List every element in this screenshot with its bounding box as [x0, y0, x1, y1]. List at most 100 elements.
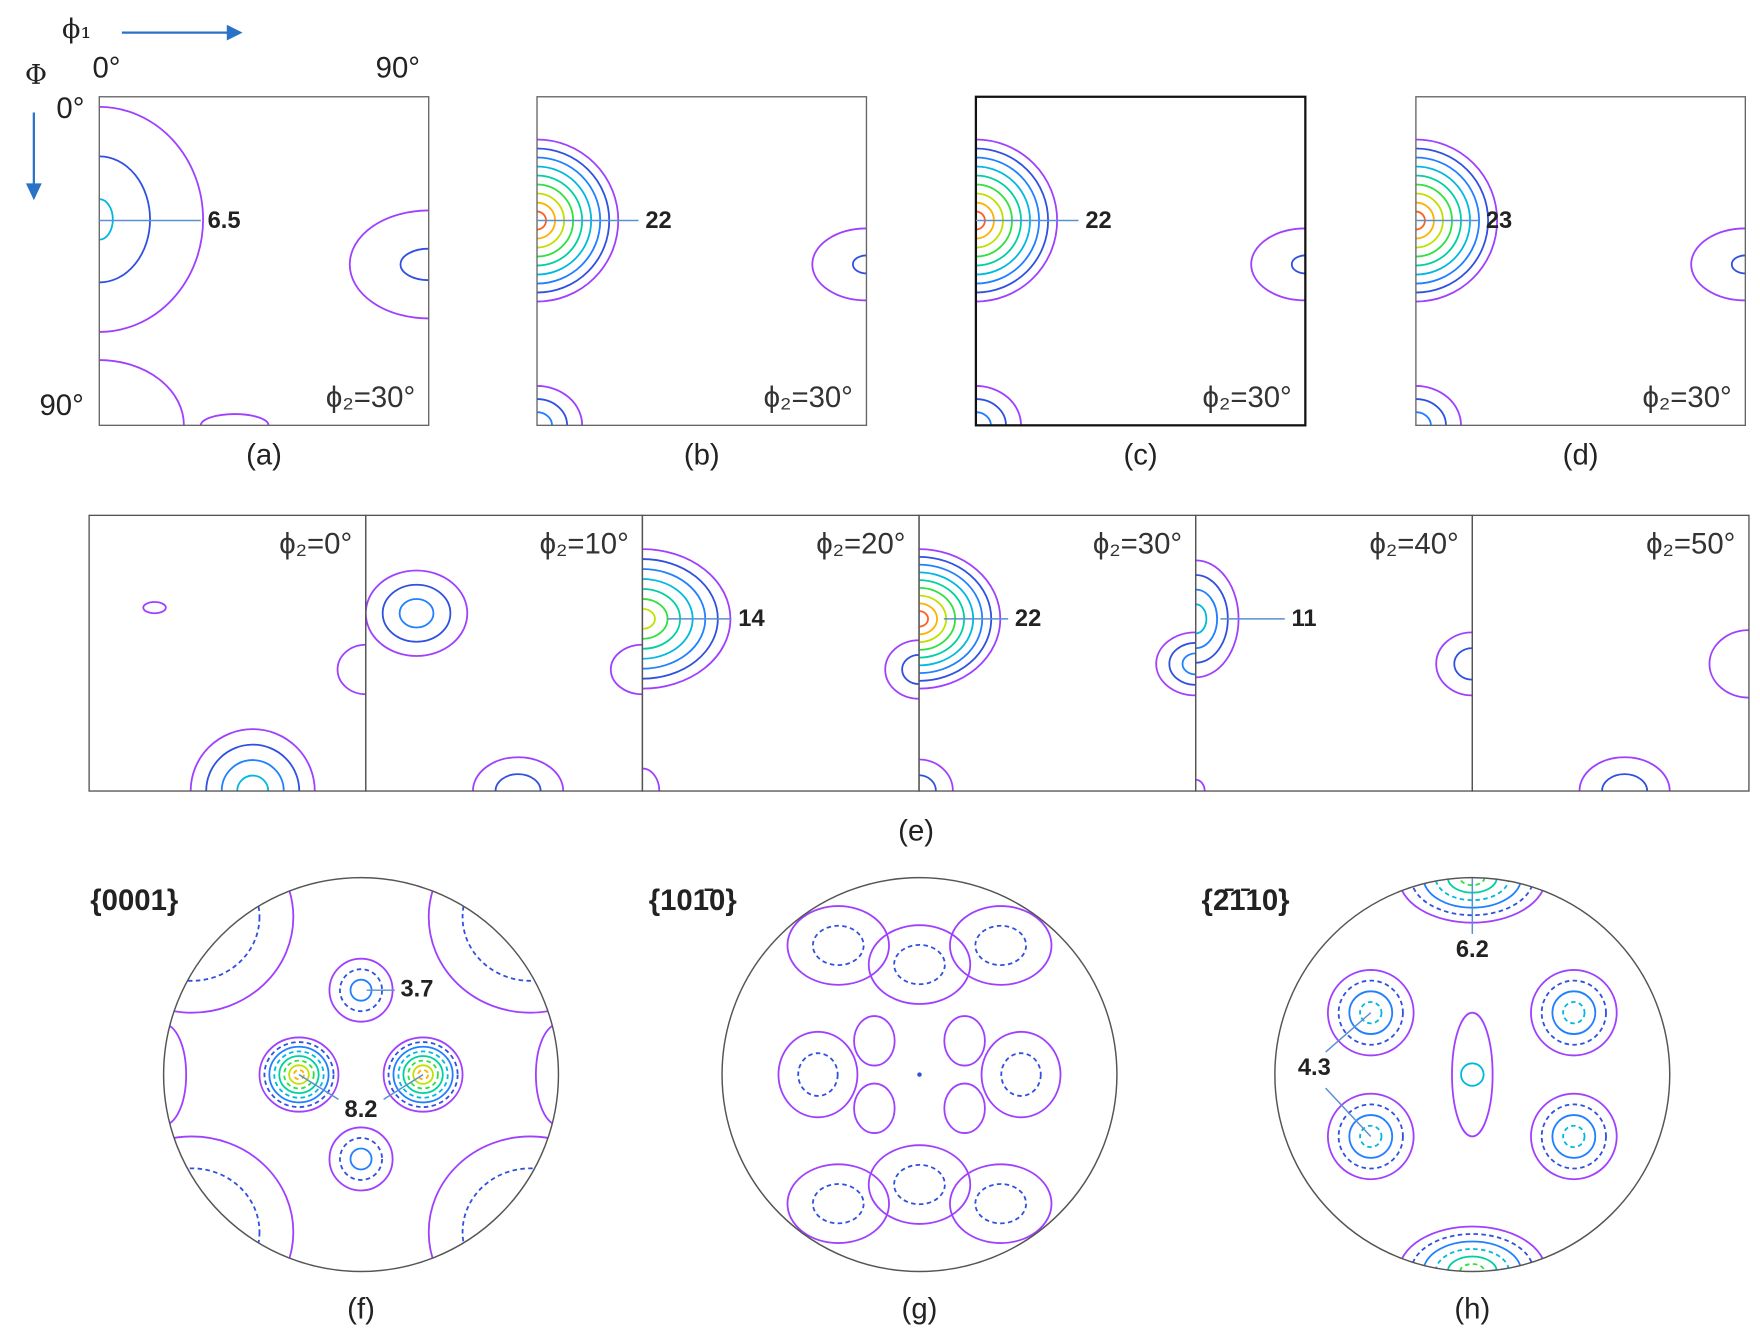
contour: [142, 601, 167, 615]
contour: [1451, 1011, 1494, 1138]
odf-contours: [1578, 629, 1749, 792]
pole-frame: [1274, 876, 1671, 1273]
contour: [336, 643, 366, 696]
contour: [1540, 979, 1607, 1046]
contour: [1415, 147, 1489, 294]
contour: [867, 1144, 972, 1225]
contour: [397, 1050, 449, 1099]
contour: [943, 1082, 986, 1134]
phi1-start: 0°: [93, 52, 121, 85]
contour: [919, 602, 938, 636]
contour: [1155, 631, 1196, 697]
contour: [1326, 969, 1415, 1057]
contour: [382, 1036, 464, 1113]
phi-start: 0°: [56, 92, 84, 125]
contour: [919, 610, 929, 628]
panel-label: (h): [1454, 1293, 1490, 1326]
contour: [236, 774, 270, 792]
contour: [1690, 227, 1746, 302]
section-label: ϕ₂=50°: [1646, 527, 1735, 560]
contour: [642, 608, 656, 630]
contour: [163, 877, 295, 1014]
peak-value: 22: [1015, 606, 1041, 632]
contour: [811, 227, 867, 302]
contour: [811, 924, 865, 967]
contour: [1530, 969, 1618, 1057]
leader-line: [383, 1073, 424, 1100]
contour: [1562, 1001, 1586, 1025]
contour: [1337, 1103, 1404, 1170]
section-label: ϕ₂=30°: [326, 381, 415, 414]
contour: [398, 598, 435, 629]
contour: [381, 583, 452, 643]
contour: [288, 1064, 310, 1085]
peak-value: 22: [645, 208, 671, 234]
contour: [392, 1045, 454, 1104]
contour: [205, 743, 301, 792]
contour: [1181, 652, 1196, 676]
contour: [328, 1126, 394, 1192]
odf-contours: [365, 569, 643, 792]
contour: [1326, 1092, 1415, 1181]
contour: [417, 1069, 429, 1081]
peak-value: 8.2: [345, 1097, 378, 1123]
contour: [609, 643, 643, 696]
section-frame: [1471, 514, 1750, 792]
contour: [1000, 1052, 1042, 1097]
contour: [1415, 138, 1499, 303]
contour: [1168, 641, 1196, 686]
contour: [495, 884, 559, 950]
contour: [339, 1137, 383, 1181]
contour: [348, 209, 429, 320]
pole-contours: [777, 905, 1062, 1244]
contour: [853, 1082, 896, 1134]
phi1-arrowhead: [226, 24, 243, 41]
contour: [268, 1045, 330, 1104]
contour: [893, 943, 946, 986]
phi1-end: 90°: [376, 52, 420, 85]
panel-label: (d): [1563, 439, 1599, 472]
plane-label: {0001}: [90, 884, 178, 917]
contour: [1422, 1240, 1523, 1272]
peak-value: 6.5: [208, 208, 241, 234]
contour: [263, 1041, 335, 1108]
contour: [99, 198, 114, 241]
contour: [867, 924, 972, 1005]
contour: [387, 1041, 459, 1108]
contour: [1460, 1062, 1485, 1087]
contour: [283, 1059, 315, 1090]
contour: [402, 1055, 444, 1095]
peak-value: 6.2: [1456, 937, 1489, 963]
contour: [949, 905, 1053, 986]
contour: [1359, 1001, 1383, 1025]
panel-frame: [974, 95, 1307, 427]
contour: [1250, 227, 1306, 302]
contour: [461, 1167, 559, 1272]
section-label: ϕ₂=30°: [764, 381, 853, 414]
contour: [893, 1163, 946, 1206]
section-label: ϕ₂=30°: [1643, 381, 1732, 414]
odf-contours: [975, 138, 1306, 426]
contour: [412, 1064, 434, 1085]
contour: [1337, 979, 1404, 1046]
contour: [1562, 1124, 1586, 1149]
section-label: ϕ₂=40°: [1369, 527, 1458, 560]
contour: [777, 1030, 859, 1119]
phi1-label: ϕ₁: [62, 14, 91, 45]
contour: [1290, 254, 1306, 275]
contour: [1551, 1114, 1597, 1159]
contour: [461, 877, 559, 982]
peak-value: 14: [738, 606, 765, 632]
pole-frame: [721, 876, 1118, 1273]
panel-label: (e): [898, 814, 934, 847]
contour: [974, 1183, 1028, 1225]
contour: [365, 569, 469, 657]
contour: [1540, 1103, 1607, 1170]
panel-frame: [536, 96, 868, 427]
panel-frame: [1415, 96, 1747, 427]
contour: [427, 1135, 559, 1272]
contour: [399, 247, 429, 282]
contour: [163, 1199, 227, 1265]
